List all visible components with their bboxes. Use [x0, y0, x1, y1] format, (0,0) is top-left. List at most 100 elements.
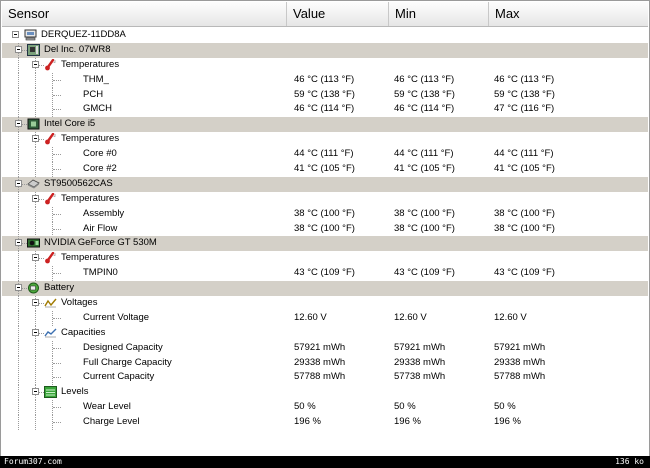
tree-connector — [36, 198, 44, 200]
tree-connector — [19, 49, 27, 51]
group-label: Temperatures — [61, 58, 120, 70]
sensor-row[interactable]: Current Voltage 12.60 V 12.60 V 12.60 V — [2, 310, 648, 326]
sensor-max: 38 °C (100 °F) — [494, 222, 555, 234]
sensor-value: 29338 mWh — [294, 356, 346, 368]
root-row-derquez-11dd8a[interactable]: DERQUEZ-11DD8A — [2, 28, 648, 43]
tree-connector — [53, 79, 61, 81]
collapse-toggle[interactable] — [32, 299, 39, 307]
sensor-max: 41 °C (105 °F) — [494, 163, 555, 175]
column-header-sensor-label: Sensor — [8, 6, 50, 21]
device-row-nvidia-geforce-gt-530m[interactable]: NVIDIA GeForce GT 530M — [2, 236, 648, 252]
thermometer-icon — [44, 192, 57, 205]
group-row-temperatures[interactable]: Temperatures — [2, 251, 648, 267]
sensor-max: 57921 mWh — [494, 341, 546, 353]
column-header-sensor[interactable]: Sensor — [2, 2, 287, 26]
column-header-max-label: Max — [495, 6, 520, 21]
sensor-row[interactable]: Full Charge Capacity 29338 mWh 29338 mWh 29… — [2, 355, 648, 371]
group-label: Temperatures — [61, 133, 120, 145]
tree-connector — [18, 221, 19, 237]
watermark-bar: Forum307.com 136 ko — [0, 456, 650, 468]
computer-icon — [24, 29, 37, 41]
tree-connector — [53, 407, 61, 409]
collapse-toggle[interactable] — [32, 254, 39, 262]
sensor-value: 50 % — [294, 401, 316, 413]
sensor-max: 57788 mWh — [494, 371, 546, 383]
group-row-levels[interactable]: Levels — [2, 385, 648, 401]
group-label: Levels — [61, 386, 89, 398]
tree-connector — [35, 72, 36, 88]
group-row-temperatures[interactable]: Temperatures — [2, 57, 648, 73]
sensor-row[interactable]: Charge Level 196 % 196 % 196 % — [2, 415, 648, 431]
tree-connector — [52, 310, 53, 326]
sensor-row[interactable]: TMPIN0 43 °C (109 °F) 43 °C (109 °F) 43 °C … — [2, 266, 648, 282]
group-row-temperatures[interactable]: Temperatures — [2, 191, 648, 207]
tree-connector — [36, 332, 44, 334]
sensor-row[interactable]: Air Flow 38 °C (100 °F) 38 °C (100 °F) 38 °… — [2, 221, 648, 237]
tree-connector — [18, 400, 19, 416]
device-label: Intel Core i5 — [44, 118, 96, 130]
tree-connector — [36, 139, 44, 141]
collapse-toggle[interactable] — [32, 388, 39, 396]
column-header-min[interactable]: Min — [389, 2, 489, 26]
group-row-temperatures[interactable]: Temperatures — [2, 132, 648, 148]
device-label: ST9500562CAS — [44, 177, 113, 189]
sensor-value: 196 % — [294, 416, 321, 428]
tree-connector — [18, 310, 19, 326]
tree-connector — [18, 355, 19, 371]
group-label: Temperatures — [61, 252, 120, 264]
tree-connector — [52, 206, 53, 222]
sensor-row[interactable]: Core #0 44 °C (111 °F) 44 °C (111 °F) 44 °C… — [2, 147, 648, 163]
column-header-value-label: Value — [293, 6, 326, 21]
device-row-st9500562cas[interactable]: ST9500562CAS — [2, 176, 648, 192]
tree-connector — [53, 154, 61, 156]
tree-connector — [52, 340, 53, 356]
sensor-row[interactable]: Current Capacity 57788 mWh 57738 mWh 57788 … — [2, 370, 648, 386]
tree-connector — [35, 206, 36, 222]
tree-connector — [52, 266, 53, 282]
sensor-max: 47 °C (116 °F) — [494, 103, 555, 115]
sensor-label: Current Voltage — [83, 311, 150, 323]
sensor-min: 196 % — [394, 416, 421, 428]
collapse-toggle[interactable] — [15, 239, 22, 247]
sensor-row[interactable]: THM_ 46 °C (113 °F) 46 °C (113 °F) 46 °C (1… — [2, 72, 648, 88]
sensor-row[interactable]: GMCH 46 °C (114 °F) 46 °C (114 °F) 47 °C (1… — [2, 102, 648, 118]
column-header: Sensor Value Min Max — [2, 2, 648, 27]
tree-connector — [18, 72, 19, 88]
sensor-max: 196 % — [494, 416, 521, 428]
sensor-row[interactable]: PCH 59 °C (138 °F) 59 °C (138 °F) 59 °C (13… — [2, 87, 648, 103]
tree-connector — [35, 355, 36, 371]
tree-connector — [53, 273, 61, 275]
column-header-value[interactable]: Value — [287, 2, 389, 26]
sensor-row[interactable]: Core #2 41 °C (105 °F) 41 °C (105 °F) 41 °C… — [2, 162, 648, 178]
collapse-toggle[interactable] — [15, 179, 22, 187]
collapse-toggle[interactable] — [12, 31, 19, 38]
group-row-voltages[interactable]: Voltages — [2, 296, 648, 312]
device-row-intel-core-i5[interactable]: Intel Core i5 — [2, 117, 648, 133]
sensor-row[interactable]: Designed Capacity 57921 mWh 57921 mWh 57921… — [2, 340, 648, 356]
device-row-battery[interactable]: Battery — [2, 281, 648, 297]
sensor-max: 59 °C (138 °F) — [494, 88, 555, 100]
graphics-card-icon — [27, 237, 40, 249]
tree-connector — [53, 169, 61, 171]
column-header-max[interactable]: Max — [489, 2, 648, 26]
collapse-toggle[interactable] — [32, 328, 39, 336]
sensor-min: 57921 mWh — [394, 341, 446, 353]
motherboard-icon — [27, 43, 40, 56]
tree-connector — [18, 340, 19, 356]
sensor-row[interactable]: Assembly 38 °C (100 °F) 38 °C (100 °F) 38 °… — [2, 206, 648, 222]
collapse-toggle[interactable] — [15, 45, 22, 53]
sensor-min: 41 °C (105 °F) — [394, 163, 455, 175]
sensor-label: PCH — [83, 88, 104, 100]
collapse-toggle[interactable] — [32, 135, 39, 143]
collapse-toggle[interactable] — [15, 120, 22, 128]
tree-connector — [18, 87, 19, 103]
group-row-capacities[interactable]: Capacities — [2, 325, 648, 341]
sensor-row[interactable]: Wear Level 50 % 50 % 50 % — [2, 400, 648, 416]
sensor-max: 50 % — [494, 401, 516, 413]
device-row-del-inc-07wr8[interactable]: Del Inc. 07WR8 — [2, 42, 648, 58]
sensor-value: 43 °C (109 °F) — [294, 267, 355, 279]
collapse-toggle[interactable] — [32, 60, 39, 68]
tree-connector — [53, 317, 61, 319]
collapse-toggle[interactable] — [32, 194, 39, 202]
collapse-toggle[interactable] — [15, 284, 22, 292]
